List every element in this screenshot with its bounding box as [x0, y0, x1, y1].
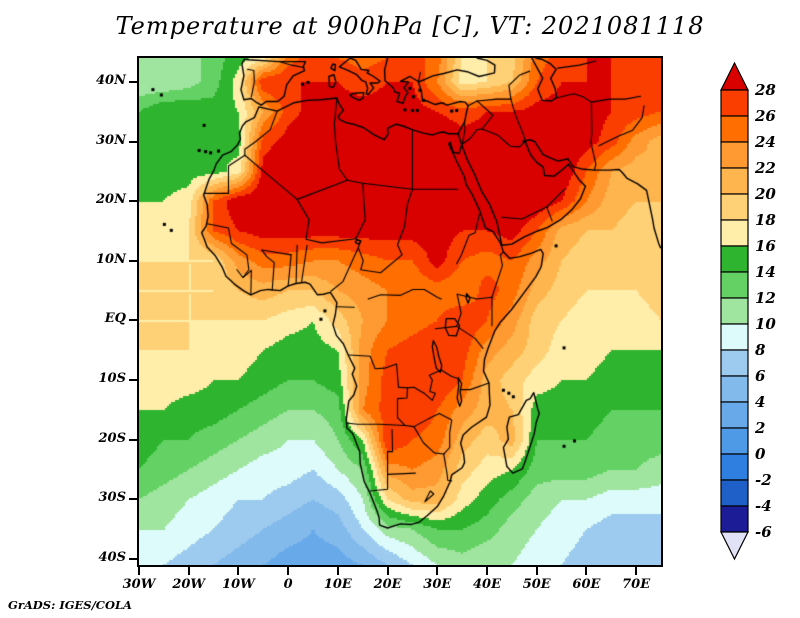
colorbar-label: 8	[755, 341, 766, 359]
lat-tick	[129, 498, 137, 501]
colorbar-label: 28	[754, 81, 776, 99]
colorbar-segment	[720, 219, 749, 247]
lat-tick-label: 30S	[98, 490, 126, 506]
colorbar-label: 2	[754, 419, 765, 437]
lat-tick-label: 10N	[96, 251, 126, 267]
colorbar-arrow-top	[720, 61, 749, 91]
lat-tick-label: 10S	[98, 371, 126, 387]
lat-tick-label: 20N	[96, 192, 126, 208]
colorbar-segment	[720, 89, 749, 117]
lon-tick-label: 60E	[572, 577, 601, 592]
colorbar-label: -4	[755, 497, 772, 515]
lat-tick	[129, 379, 137, 382]
colorbar-segment	[720, 141, 749, 169]
colorbar-label: -6	[755, 523, 772, 541]
lon-tick-label: 70E	[622, 577, 651, 592]
colorbar-segment	[720, 193, 749, 221]
colorbar-segment	[720, 453, 749, 481]
lon-tick	[436, 567, 439, 575]
lon-tick-label: 30E	[423, 577, 452, 592]
colorbar-label: 16	[755, 237, 776, 255]
lon-tick-label: 10E	[323, 577, 352, 592]
colorbar-label: 4	[755, 393, 765, 411]
colorbar-label: 6	[755, 367, 766, 385]
colorbar-label: 26	[754, 107, 776, 125]
lat-tick-label: 30N	[96, 132, 126, 148]
lat-tick	[129, 200, 137, 203]
lat-tick	[129, 259, 137, 262]
lon-tick	[585, 567, 588, 575]
lon-tick-label: 10W	[222, 577, 255, 592]
lat-tick-label: 40N	[96, 72, 126, 88]
lon-tick-label: 40E	[473, 577, 501, 592]
colorbar-segment	[720, 375, 749, 403]
lat-tick	[129, 319, 137, 322]
lon-tick	[138, 567, 140, 575]
lat-tick-label: 20S	[98, 430, 126, 446]
colorbar-segment	[720, 297, 749, 325]
lon-tick-label: 20E	[373, 577, 402, 592]
lon-tick-label: 50E	[522, 577, 551, 592]
temperature-map-canvas	[139, 58, 661, 565]
colorbar-segment	[720, 427, 749, 455]
lat-tick	[129, 80, 137, 83]
colorbar-label: -2	[755, 471, 772, 489]
colorbar-label: 22	[754, 159, 776, 177]
lat-tick	[129, 140, 137, 143]
colorbar-label: 14	[755, 263, 776, 281]
lon-tick	[187, 567, 190, 575]
lat-tick	[129, 558, 137, 561]
colorbar-label: 0	[755, 445, 766, 463]
colorbar-segment	[720, 167, 749, 195]
lon-tick	[336, 567, 339, 575]
lon-tick	[287, 567, 290, 575]
plot-title: Temperature at 900hPa [C], VT: 202108111…	[115, 12, 705, 40]
colorbar-segment	[720, 271, 749, 299]
lon-tick	[635, 567, 638, 575]
lon-tick-label: 0	[283, 577, 293, 592]
colorbar-segment	[720, 479, 749, 507]
colorbar-label: 18	[755, 211, 776, 229]
lon-tick	[535, 567, 538, 575]
colorbar-segment	[720, 349, 749, 377]
colorbar-segment	[720, 245, 749, 273]
lat-tick-label: 40S	[98, 550, 126, 566]
grads-credit: GrADS: IGES/COLA	[8, 598, 132, 612]
colorbar-arrow-bottom	[720, 531, 749, 561]
lon-tick-label: 20W	[172, 577, 206, 592]
lon-tick	[486, 567, 488, 575]
colorbar-segment	[720, 505, 749, 533]
colorbar-label: 12	[755, 289, 776, 307]
colorbar-segment	[720, 115, 749, 143]
colorbar-segment	[720, 323, 749, 351]
lat-tick	[129, 438, 137, 441]
map-frame	[137, 56, 663, 567]
colorbar-label: 20	[754, 185, 776, 203]
colorbar-label: 24	[754, 133, 776, 151]
lat-tick-label: EQ	[104, 311, 126, 327]
lon-tick	[386, 567, 389, 575]
lon-tick-label: 30W	[122, 577, 156, 592]
colorbar-segment	[720, 401, 749, 429]
lon-tick	[237, 567, 240, 575]
colorbar-label: 10	[755, 315, 776, 333]
